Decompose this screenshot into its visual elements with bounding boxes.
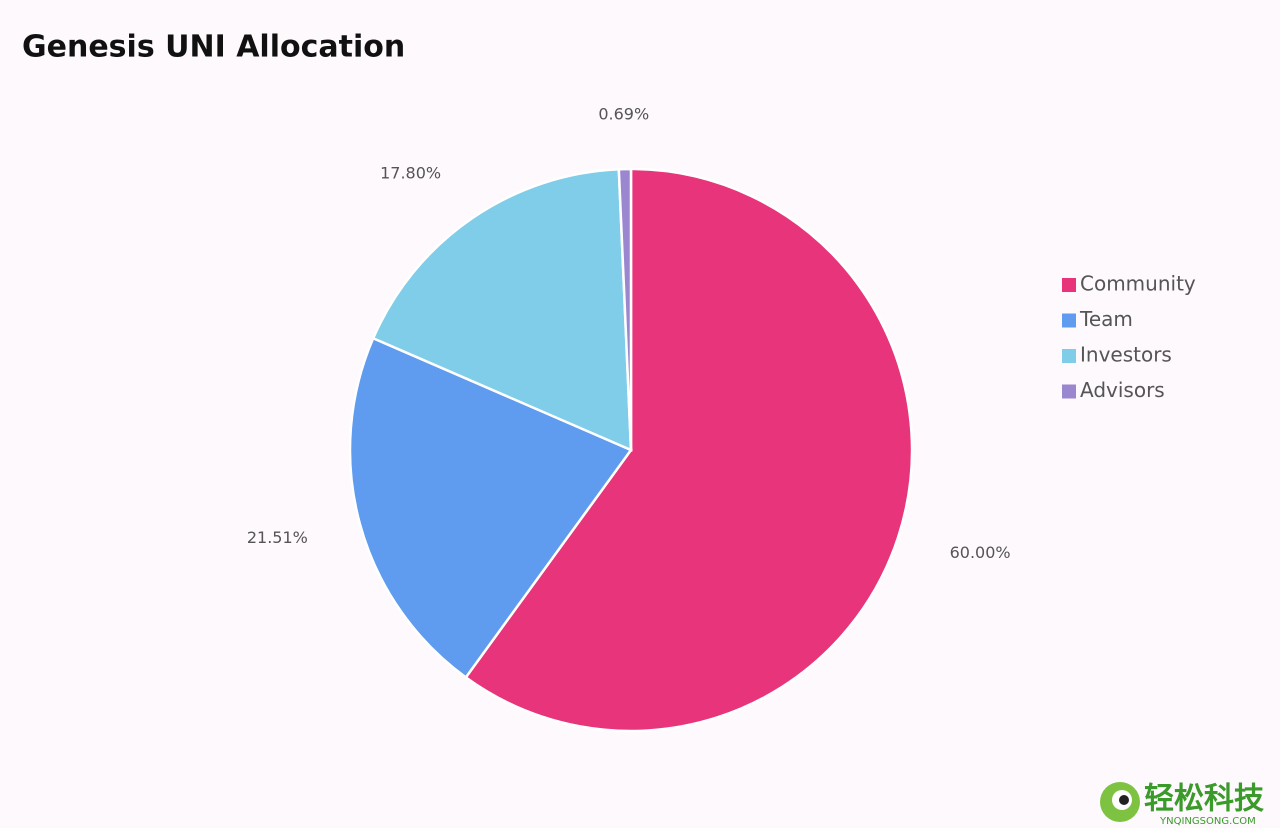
chart-title: Genesis UNI Allocation (22, 30, 405, 65)
legend-label: Advisors (1080, 378, 1165, 402)
pie-slice (348, 336, 633, 680)
legend-label: Team (1079, 307, 1133, 331)
data-label: 17.80% (380, 163, 441, 182)
watermark-subtext: YNQINGSONG.COM (1159, 816, 1256, 827)
data-label: 0.69% (598, 105, 649, 124)
watermark-icon-pupil (1119, 795, 1129, 805)
legend-label: Community (1080, 272, 1196, 296)
pie-slice (617, 167, 633, 451)
watermark-text: 轻松科技 (1144, 782, 1264, 817)
legend-label: Investors (1080, 343, 1172, 367)
data-label: 60.00% (950, 543, 1011, 562)
legend-swatch (1062, 349, 1076, 363)
data-label: 21.51% (247, 528, 308, 547)
watermark: 轻松科技 YNQINGSONG.COM (1100, 782, 1264, 827)
legend-swatch (1062, 384, 1076, 399)
legend-swatch (1062, 313, 1076, 328)
pie-slice (371, 167, 633, 452)
legend-swatch (1062, 278, 1076, 292)
pie-slice (464, 167, 914, 733)
